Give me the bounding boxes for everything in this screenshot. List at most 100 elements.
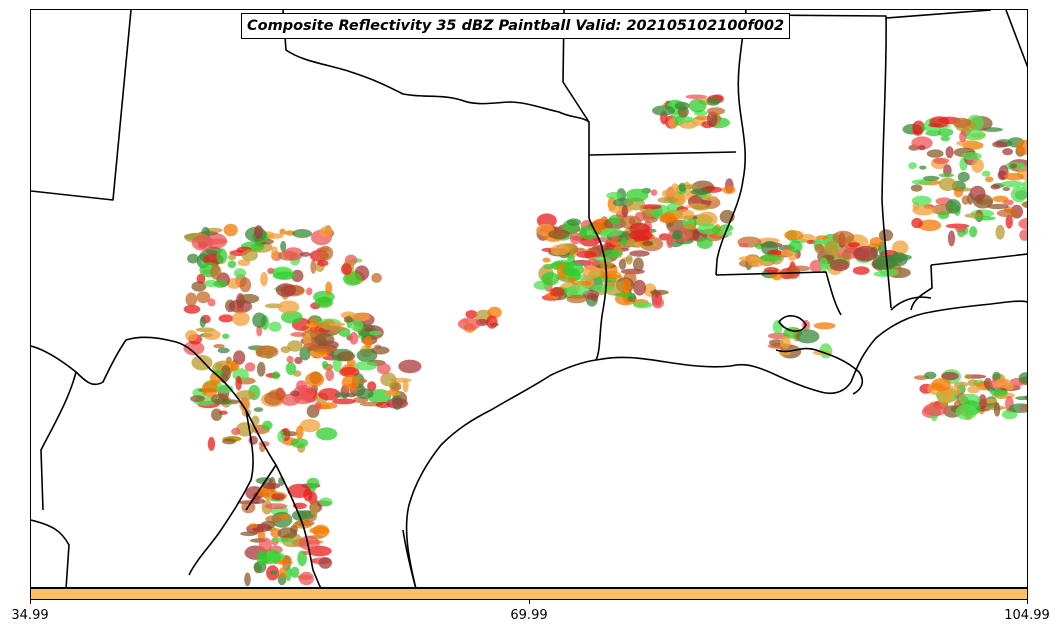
- reflectivity-blob: [1021, 201, 1027, 208]
- reflectivity-blob: [767, 249, 782, 256]
- reflectivity-blob: [992, 371, 1001, 381]
- mexico-state-line-4: [245, 464, 277, 511]
- reflectivity-blob: [990, 389, 1008, 396]
- reflectivity-blob: [250, 498, 265, 504]
- reflectivity-blob: [256, 325, 263, 337]
- reflectivity-blob: [990, 184, 1001, 190]
- reflectivity-blob: [937, 211, 950, 220]
- reflectivity-blob: [199, 316, 206, 328]
- reflectivity-blob: [191, 235, 214, 251]
- state-border-la-ms: [715, 271, 842, 316]
- reflectivity-blob: [952, 117, 972, 128]
- reflectivity-blob: [819, 257, 829, 272]
- reflectivity-blob: [303, 488, 313, 502]
- reflectivity-blob: [332, 398, 356, 405]
- reflectivity-blob: [235, 390, 256, 401]
- colorbar: [30, 588, 1028, 600]
- coastline-louisiana-lake: [778, 315, 807, 332]
- reflectivity-blob: [1009, 163, 1018, 169]
- reflectivity-blob: [201, 381, 219, 398]
- reflectivity-blob: [601, 249, 622, 258]
- reflectivity-blob: [1002, 187, 1011, 191]
- reflectivity-blob: [662, 189, 675, 198]
- reflectivity-blob: [938, 393, 955, 404]
- reflectivity-blob: [629, 223, 651, 235]
- reflectivity-blob: [973, 216, 996, 221]
- reflectivity-blob: [317, 260, 329, 267]
- reflectivity-blob: [692, 203, 710, 211]
- reflectivity-layer: [183, 94, 1027, 587]
- reflectivity-blob: [318, 557, 332, 569]
- reflectivity-blob: [220, 365, 231, 381]
- reflectivity-blob: [253, 407, 264, 412]
- reflectivity-blob: [319, 226, 334, 237]
- reflectivity-blob: [781, 269, 798, 279]
- reflectivity-blob: [918, 219, 942, 232]
- map-canvas: [31, 10, 1027, 587]
- reflectivity-blob: [759, 254, 782, 262]
- reflectivity-blob: [318, 245, 334, 261]
- reflectivity-blob: [314, 297, 334, 308]
- reflectivity-blob: [645, 208, 654, 218]
- reflectivity-blob: [349, 332, 359, 345]
- reflectivity-blob: [295, 425, 304, 440]
- reflectivity-blob: [971, 158, 984, 173]
- reflectivity-blob: [953, 187, 964, 198]
- reflectivity-blob: [299, 252, 311, 257]
- reflectivity-blob: [306, 287, 313, 296]
- reflectivity-blob: [487, 306, 502, 319]
- reflectivity-blob: [244, 362, 256, 372]
- reflectivity-blob: [465, 310, 478, 319]
- reflectivity-blob: [272, 271, 297, 280]
- reflectivity-blob: [294, 520, 315, 527]
- reflectivity-blob: [281, 310, 303, 324]
- reflectivity-blob: [241, 249, 258, 262]
- reflectivity-blob: [910, 184, 923, 192]
- reflectivity-blob: [196, 273, 206, 284]
- coastline-louisiana-bayou: [775, 347, 864, 395]
- reflectivity-blob: [706, 107, 726, 115]
- reflectivity-blob: [364, 335, 373, 349]
- reflectivity-blob: [688, 98, 707, 113]
- reflectivity-blob: [778, 350, 792, 356]
- reflectivity-blob: [1002, 148, 1013, 156]
- reflectivity-blob: [262, 482, 281, 489]
- reflectivity-blob: [222, 438, 237, 445]
- reflectivity-blob: [996, 209, 1021, 218]
- reflectivity-blob: [781, 249, 792, 257]
- reflectivity-blob: [283, 431, 298, 437]
- reflectivity-blob: [957, 171, 970, 182]
- colorbar-tick-mark: [1027, 600, 1028, 604]
- reflectivity-blob: [657, 196, 679, 204]
- reflectivity-blob: [550, 244, 570, 256]
- reflectivity-blob: [315, 427, 338, 441]
- reflectivity-blob: [582, 265, 601, 279]
- reflectivity-blob: [947, 230, 956, 247]
- reflectivity-blob: [369, 330, 382, 336]
- reflectivity-blob: [806, 239, 816, 245]
- reflectivity-blob: [945, 199, 961, 214]
- reflectivity-blob: [210, 264, 222, 280]
- colorbar-tick-label: 104.99: [1004, 608, 1050, 623]
- reflectivity-blob: [371, 346, 390, 355]
- reflectivity-blob: [299, 386, 306, 398]
- reflectivity-blob: [660, 212, 679, 223]
- reflectivity-blob: [380, 372, 397, 387]
- reflectivity-blob: [235, 375, 242, 391]
- reflectivity-blob: [995, 224, 1005, 240]
- reflectivity-blob: [271, 371, 280, 380]
- reflectivity-blob: [290, 566, 300, 578]
- reflectivity-blob: [227, 260, 237, 269]
- reflectivity-blob: [1000, 180, 1024, 188]
- reflectivity-blob: [567, 277, 576, 283]
- reflectivity-blob: [383, 391, 401, 397]
- reflectivity-blob: [788, 240, 803, 253]
- reflectivity-blob: [287, 340, 303, 352]
- reflectivity-blob: [254, 225, 263, 240]
- reflectivity-blob: [809, 259, 823, 273]
- reflectivity-blob: [1010, 186, 1027, 203]
- reflectivity-blob: [985, 176, 994, 183]
- reflectivity-blob: [711, 226, 721, 235]
- reflectivity-blob: [211, 408, 223, 421]
- reflectivity-blob: [231, 427, 241, 436]
